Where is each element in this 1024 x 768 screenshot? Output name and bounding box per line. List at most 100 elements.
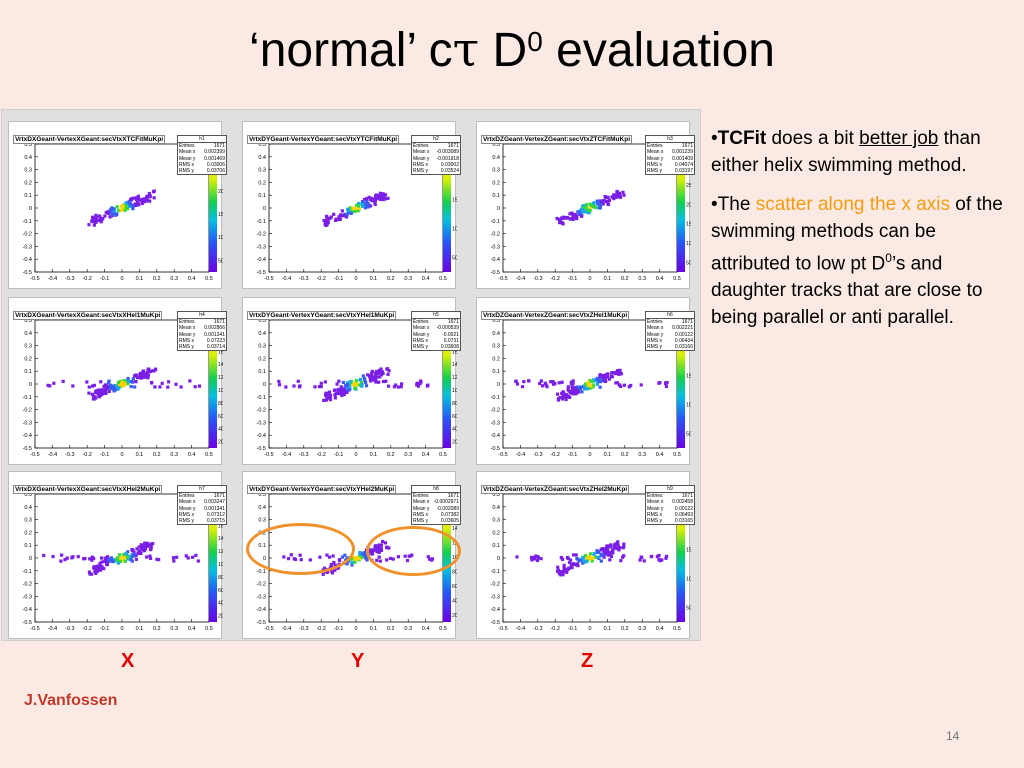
bullet-scatter: •The scatter along the x axis of the swi… [711, 194, 1003, 329]
heatmap-cell [556, 398, 561, 402]
color-scale-label: 100 [452, 388, 457, 394]
x-tick-label: 0.1 [136, 276, 144, 282]
y-tick-label: -0.1 [23, 395, 32, 401]
y-tick-label: 0.5 [258, 318, 266, 324]
heatmap-cell [148, 547, 153, 552]
heatmap-cell [604, 548, 608, 552]
histogram-panel: 0.5 0.4 0.3 0.2 0.1 0 -0.1 -0.2 -0.3 -0.4 -0.5 -0.5… [242, 297, 461, 465]
heatmap-cell [527, 379, 531, 383]
heatmap-cell [136, 200, 140, 204]
heatmap-cell [571, 379, 575, 383]
histogram-title: VrtxDYGeant-VertexYGeant:secVtxYHel1MuKp… [247, 311, 397, 320]
histogram-panel: 0.5 0.4 0.3 0.2 0.1 0 -0.1 -0.2 -0.3 -0.4 -0.5 -0.5… [476, 121, 695, 289]
heatmap-cell [123, 208, 127, 212]
heatmap-cell [191, 555, 195, 559]
heatmap-cell [613, 543, 617, 547]
heatmap-cell [557, 381, 561, 385]
heatmap-cell [108, 208, 112, 212]
y-tick-label: -0.3 [23, 244, 32, 250]
heatmap-cell [82, 557, 86, 561]
heatmap-cell [97, 214, 101, 218]
heatmap-cell [596, 200, 601, 204]
x-tick-label: -0.2 [550, 452, 559, 458]
heatmap-cell [104, 383, 108, 387]
heatmap-cell [52, 381, 56, 385]
stats-row: Mean x 0.002458 [647, 499, 693, 506]
stats-row: RMS x 0.03002 [413, 161, 459, 168]
y-tick-label: -0.3 [491, 420, 500, 426]
heatmap-cell [292, 384, 296, 388]
heatmap-cell [350, 563, 354, 567]
heatmap-cell [381, 197, 385, 202]
heatmap-cell [569, 564, 574, 568]
heatmap-cell [619, 372, 623, 376]
heatmap-cell [333, 388, 337, 392]
x-tick-label: 0 [588, 626, 591, 632]
heatmap-cell [128, 200, 132, 204]
color-scale-label: 50 [686, 606, 691, 612]
color-scale-label: 40 [218, 427, 223, 433]
heatmap-cell [126, 207, 130, 211]
stats-row: Mean y 0.001409 [647, 155, 693, 162]
color-scale-label: 160 [218, 523, 223, 529]
heatmap-cell [562, 392, 566, 396]
color-scale-label: 40 [452, 427, 457, 433]
x-tick-label: -0.2 [316, 452, 325, 458]
heatmap-cell [566, 385, 570, 389]
color-scale-label: 50 [218, 258, 223, 264]
heatmap-cell [601, 553, 605, 557]
x-tick-label: 0.3 [638, 452, 646, 458]
heatmap-cell [574, 216, 579, 220]
x-tick-label: 0.1 [136, 452, 144, 458]
y-tick-label: -0.1 [23, 569, 32, 575]
bullet-tcfit: •TCFit does a bit better job than either… [711, 128, 981, 176]
heatmap-cell [94, 390, 98, 395]
heatmap-cell [415, 381, 419, 385]
heatmap-cell [140, 545, 144, 549]
stats-row: RMS y 0.03197 [647, 168, 693, 175]
color-scale-label: 250 [686, 183, 691, 189]
heatmap-cell [621, 190, 625, 194]
x-tick-label: -0.1 [334, 452, 343, 458]
heatmap-cell [362, 197, 367, 202]
y-tick-label: -0.2 [257, 232, 266, 238]
x-tick-label: -0.4 [48, 626, 57, 632]
heatmap-cell [615, 371, 619, 375]
heatmap-cell [369, 371, 374, 376]
x-tick-label: -0.4 [516, 452, 525, 458]
heatmap-cell [374, 380, 378, 384]
heatmap-cell [98, 561, 102, 565]
x-tick-label: -0.2 [82, 626, 91, 632]
x-tick-label: -0.2 [550, 276, 559, 282]
heatmap-cell [603, 379, 608, 383]
heatmap-cell [111, 559, 115, 564]
color-scale-label: 100 [218, 235, 223, 241]
heatmap-cell [143, 541, 147, 545]
x-tick-label: 0.4 [422, 452, 430, 458]
heatmap-cell [111, 209, 115, 214]
heatmap-cell [95, 564, 99, 568]
heatmap-cell [618, 195, 623, 199]
heatmap-cell [379, 197, 383, 201]
heatmap-cell [370, 369, 374, 374]
heatmap-cell [601, 547, 605, 551]
heatmap-cell [664, 556, 668, 560]
heatmap-cell [92, 383, 96, 387]
color-scale-label: 150 [686, 222, 691, 228]
x-tick-label: 0.3 [404, 626, 412, 632]
y-tick-label: 0.2 [258, 356, 266, 362]
x-tick-label: -0.4 [516, 276, 525, 282]
color-scale-label: 80 [218, 401, 223, 407]
heatmap-cell [574, 553, 578, 557]
y-tick-label: -0.1 [491, 395, 500, 401]
heatmap-cell [376, 371, 380, 376]
heatmap-cell [610, 375, 614, 379]
heatmap-cell [155, 557, 159, 561]
x-tick-label: -0.1 [568, 452, 577, 458]
heatmap-cell [544, 383, 548, 387]
x-tick-label: -0.3 [65, 452, 74, 458]
stats-box: h2 Entries 1671 Mean x -0.003089 Mean y -0.001… [411, 135, 461, 176]
heatmap-cell [172, 559, 176, 563]
heatmap-cell [396, 385, 400, 389]
y-tick-label: -0.3 [23, 420, 32, 426]
